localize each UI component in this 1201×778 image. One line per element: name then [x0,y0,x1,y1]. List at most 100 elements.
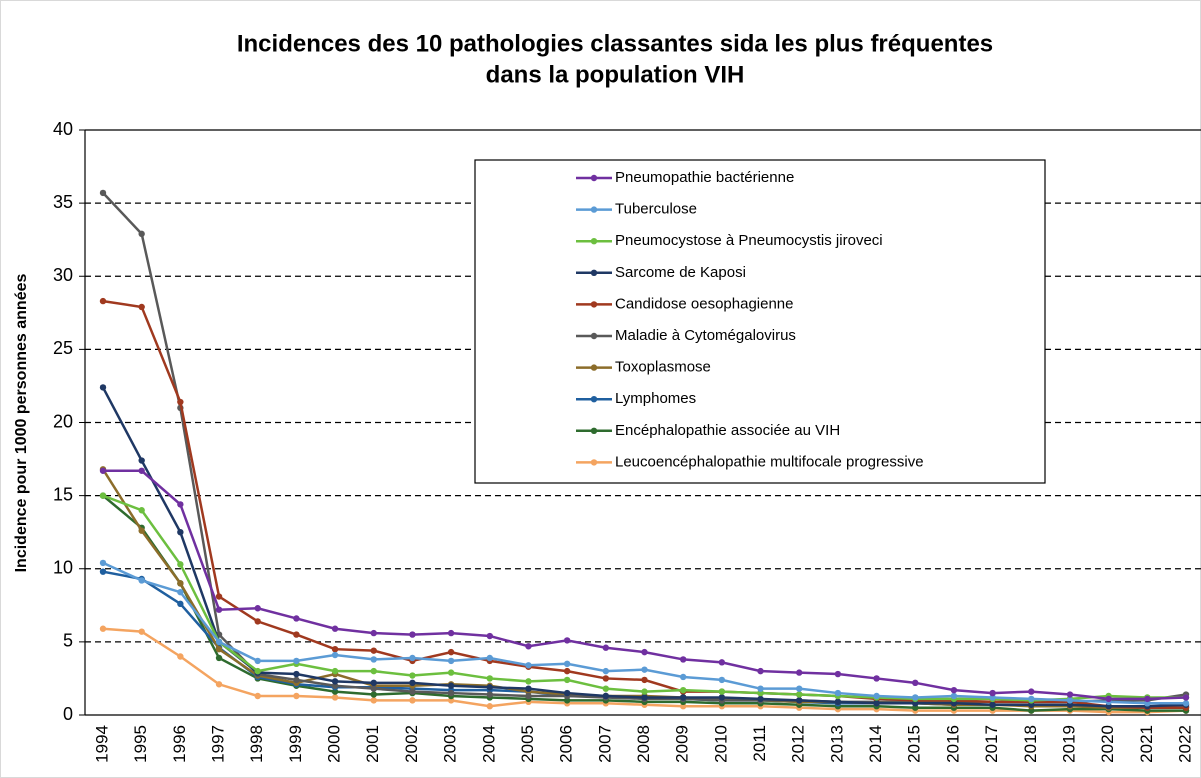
data-point [757,689,764,697]
y-tick-label: 30 [53,265,73,285]
data-point [370,679,377,687]
data-point [796,669,803,676]
x-tick-label: 2004 [479,725,498,763]
x-tick-label: 2015 [905,725,924,763]
legend-marker [590,396,598,403]
data-point [293,676,300,684]
data-point [99,559,107,567]
legend-label: Tuberculose [615,201,697,218]
legend-marker [590,427,598,434]
legend-label: Maladie à Cytomégalovirus [615,327,796,344]
legend-label: Leucoencéphalopathie multifocale progres… [615,453,924,470]
data-point [254,657,261,665]
data-point [989,694,996,701]
x-tick-label: 2009 [673,725,692,763]
data-point [99,568,107,575]
x-tick-label: 2002 [402,725,421,763]
data-point [525,685,532,692]
data-point [679,686,687,694]
x-tick-label: 1999 [286,725,305,763]
data-point [370,647,377,654]
data-point [99,297,107,305]
data-point [486,691,493,698]
data-point [718,676,726,684]
x-tick-label: 2007 [595,725,614,763]
data-point [486,675,493,682]
data-point [1028,707,1035,714]
data-point [912,704,919,711]
data-point [1105,695,1112,703]
data-point [563,637,571,644]
legend-label: Encéphalopathie associée au VIH [615,422,840,439]
x-tick-label: 2000 [325,725,344,763]
data-point [138,577,145,584]
data-point [177,580,184,587]
x-tick-label: 2011 [750,725,769,762]
x-tick-label: 2012 [789,725,808,763]
x-tick-label: 2005 [518,725,537,763]
data-point [873,700,880,707]
x-tick-label: 2003 [441,725,460,763]
data-point [602,667,610,675]
legend-label: Candidose oesophagienne [615,295,793,312]
data-point [757,695,764,703]
data-point [486,632,493,640]
data-point [331,682,339,689]
chart-title: Incidences des 10 pathologies classantes… [237,30,993,57]
data-point [138,303,145,311]
data-point [1144,700,1151,707]
legend-marker [590,238,598,245]
x-tick-label: 1997 [209,725,228,763]
data-point [409,688,416,695]
data-point [563,667,571,675]
data-point [447,657,455,665]
data-point [138,230,145,238]
data-point [757,685,764,692]
data-point [370,697,377,704]
data-point [641,648,648,656]
y-tick-label: 25 [53,338,73,358]
data-point [602,692,610,700]
data-point [293,657,300,665]
data-point [177,561,184,568]
data-point [138,507,145,514]
data-point [254,618,261,625]
legend-label: Toxoplasmose [615,359,711,376]
legend-label: Lymphomes [615,390,696,407]
data-point [447,669,455,676]
data-point [1028,688,1035,695]
data-point [641,688,648,695]
data-point [215,593,223,600]
data-point [331,678,339,685]
data-point [602,675,610,682]
data-point [834,698,842,706]
data-point [99,625,107,632]
y-tick-label: 20 [53,411,73,431]
legend-marker [590,332,598,340]
x-tick-label: 2013 [827,725,846,763]
data-point [331,625,339,632]
data-point [370,667,377,675]
data-point [1066,697,1074,704]
data-point [563,676,571,684]
data-point [563,689,571,697]
y-tick-label: 0 [63,704,73,724]
data-point [641,666,648,673]
data-point [370,691,377,698]
legend-marker [590,269,598,276]
data-point [912,694,919,701]
data-point [293,692,300,700]
data-point [177,653,184,660]
data-point [757,667,764,675]
data-point [177,528,184,536]
data-point [409,631,416,638]
legend-marker [590,206,598,213]
data-point [409,672,416,679]
data-point [215,606,223,613]
x-tick-label: 2006 [557,725,576,763]
data-point [1028,701,1035,708]
x-tick-label: 1998 [247,725,266,763]
data-point [254,605,261,612]
y-tick-label: 5 [63,631,73,651]
x-tick-label: 2019 [1059,725,1078,763]
